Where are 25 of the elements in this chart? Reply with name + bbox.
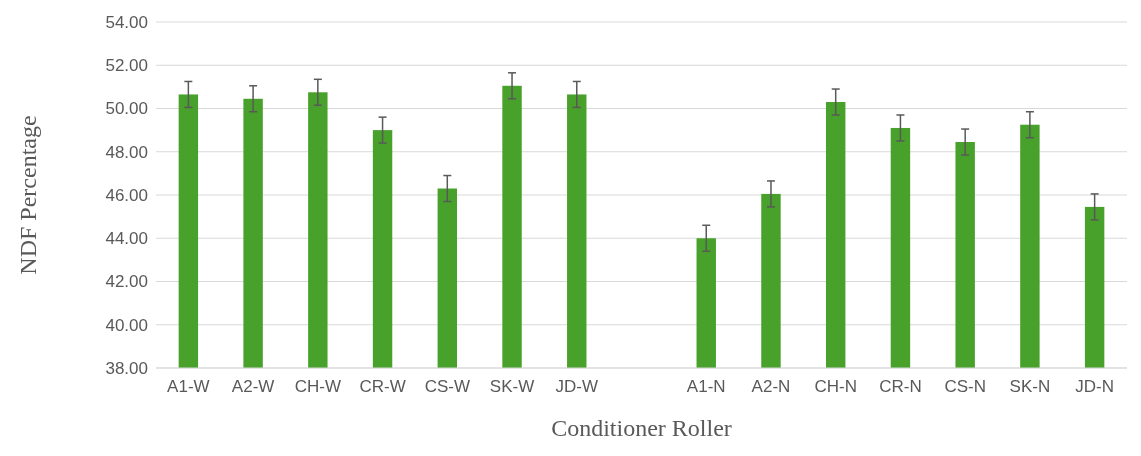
y-tick-label: 46.00 xyxy=(105,185,148,205)
y-axis-title: NDF Percentage xyxy=(15,115,41,275)
x-tick-label: JD-W xyxy=(555,377,599,396)
y-tick-label: 54.00 xyxy=(105,12,148,32)
x-tick-label: SK-W xyxy=(489,377,535,396)
x-tick-label: CH-W xyxy=(294,377,341,396)
x-tick-label: CH-N xyxy=(814,377,857,396)
x-tick-label: CR-W xyxy=(359,377,406,396)
y-tick-label: 48.00 xyxy=(105,142,148,162)
x-tick-label: SK-N xyxy=(1009,377,1051,396)
x-tick-label: CR-N xyxy=(879,377,922,396)
y-tick-label: 52.00 xyxy=(105,56,148,76)
y-tick-label: 38.00 xyxy=(105,358,148,378)
x-tick-label: CS-W xyxy=(424,377,470,396)
x-tick-label: A1-W xyxy=(167,377,210,396)
y-tick-label: 42.00 xyxy=(105,272,148,292)
x-tick-label: JD-N xyxy=(1075,377,1114,396)
y-tick-label: 44.00 xyxy=(105,229,148,249)
y-tick-label: 50.00 xyxy=(105,99,148,119)
x-tick-label: A2-W xyxy=(231,377,275,396)
y-tick-label: 40.00 xyxy=(105,315,148,335)
x-axis-title: Conditioner Roller xyxy=(551,415,732,441)
x-tick-label: A2-N xyxy=(751,377,791,396)
x-tick-label: CS-N xyxy=(944,377,986,396)
x-tick-label: A1-N xyxy=(686,377,726,396)
